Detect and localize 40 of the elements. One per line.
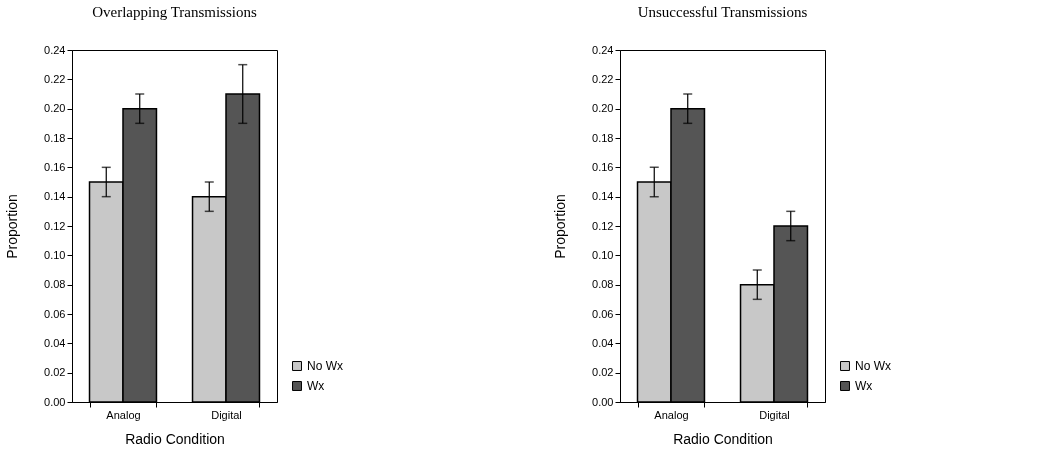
y-tick-label: 0.18 [44, 131, 66, 144]
y-tick-label: 0.04 [592, 336, 614, 349]
y-tick-label: 0.12 [44, 219, 66, 232]
y-tick-label: 0.16 [44, 160, 66, 173]
y-axis-title: Proportion [552, 194, 569, 259]
x-tick-label: Digital [759, 408, 790, 421]
y-tick-label: 0.10 [592, 248, 614, 261]
y-tick-label: 0.06 [592, 307, 614, 320]
x-tick-label: Analog [654, 408, 689, 421]
x-tick-label: Digital [211, 408, 242, 421]
y-tick-label: 0.14 [592, 190, 614, 203]
y-tick-label: 0.08 [592, 278, 614, 291]
x-axis-title: Radio Condition [673, 430, 773, 447]
y-tick-label: 0.06 [44, 307, 66, 320]
y-tick-label: 0.20 [44, 102, 66, 115]
y-tick-label: 0.22 [44, 72, 66, 85]
x-tick-label: Analog [106, 408, 141, 421]
chart-title: Overlapping Transmissions [92, 4, 257, 20]
y-tick-label: 0.00 [592, 395, 614, 408]
legend-label: Wx [855, 379, 873, 393]
chart-title: Unsuccessful Transmissions [637, 4, 808, 20]
y-tick-label: 0.22 [592, 72, 614, 85]
y-tick-label: 0.10 [44, 248, 66, 261]
y-tick-label: 0.02 [592, 366, 614, 379]
legend-label: No Wx [855, 359, 891, 373]
y-tick-label: 0.04 [44, 336, 66, 349]
x-axis-title: Radio Condition [125, 430, 225, 447]
y-tick-label: 0.00 [44, 395, 66, 408]
y-tick-label: 0.20 [592, 102, 614, 115]
legend-label: Wx [307, 379, 325, 393]
legend-label: No Wx [307, 359, 343, 373]
y-tick-label: 0.08 [44, 278, 66, 291]
y-tick-label: 0.14 [44, 190, 66, 203]
y-tick-label: 0.12 [592, 219, 614, 232]
y-tick-label: 0.24 [44, 43, 66, 56]
y-tick-label: 0.24 [592, 43, 614, 56]
y-axis-title: Proportion [4, 194, 21, 259]
y-tick-label: 0.18 [592, 131, 614, 144]
y-tick-label: 0.02 [44, 366, 66, 379]
y-tick-label: 0.16 [592, 160, 614, 173]
